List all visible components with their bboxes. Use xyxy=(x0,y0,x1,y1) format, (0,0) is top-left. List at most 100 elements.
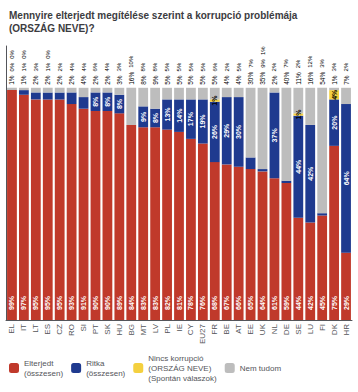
svg-text:CZ: CZ xyxy=(55,324,64,335)
svg-text:5%: 5% xyxy=(187,75,194,85)
svg-text:4%: 4% xyxy=(235,75,242,85)
svg-text:LT: LT xyxy=(31,324,40,333)
svg-text:66%: 66% xyxy=(235,295,242,310)
svg-text:1%: 1% xyxy=(211,95,218,106)
svg-text:16%: 16% xyxy=(307,72,314,85)
svg-text:DK: DK xyxy=(330,323,339,335)
svg-text:2%: 2% xyxy=(57,62,63,71)
svg-text:75%: 75% xyxy=(331,295,338,310)
svg-text:NL: NL xyxy=(270,323,279,334)
svg-text:5%: 5% xyxy=(199,75,206,85)
svg-text:7%: 7% xyxy=(248,58,254,67)
svg-text:2%: 2% xyxy=(56,75,63,85)
svg-text:2%: 2% xyxy=(44,75,51,85)
svg-text:64%: 64% xyxy=(259,295,266,310)
svg-text:6%: 6% xyxy=(212,62,218,71)
svg-text:42%: 42% xyxy=(307,295,314,310)
svg-text:4%: 4% xyxy=(80,75,87,85)
svg-text:(ORSZÁG NEVE): (ORSZÁG NEVE) xyxy=(148,364,211,373)
svg-text:1%: 1% xyxy=(20,75,27,85)
svg-text:10%: 10% xyxy=(128,55,134,68)
svg-text:0%: 0% xyxy=(9,49,15,58)
svg-text:FR: FR xyxy=(210,324,219,335)
svg-text:SE: SE xyxy=(294,324,303,335)
svg-text:29%: 29% xyxy=(343,295,350,310)
svg-text:5%: 5% xyxy=(236,62,242,71)
svg-text:MT: MT xyxy=(139,324,148,336)
svg-text:83%: 83% xyxy=(152,295,159,310)
svg-text:42%: 42% xyxy=(307,166,314,181)
svg-text:4%: 4% xyxy=(104,62,110,71)
svg-text:93%: 93% xyxy=(68,295,75,310)
svg-text:76%: 76% xyxy=(199,295,206,310)
svg-text:4%: 4% xyxy=(331,89,338,100)
svg-text:3%: 3% xyxy=(33,62,39,71)
svg-text:RO: RO xyxy=(67,324,76,336)
svg-text:3%: 3% xyxy=(319,58,325,67)
svg-text:Mennyire elterjedt megítélése: Mennyire elterjedt megítélése szerint a … xyxy=(9,10,300,21)
svg-text:EU27: EU27 xyxy=(198,323,207,344)
svg-text:Nem tudom: Nem tudom xyxy=(240,364,282,373)
svg-text:LU: LU xyxy=(306,324,315,334)
svg-text:8%: 8% xyxy=(116,98,123,109)
svg-text:78%: 78% xyxy=(187,295,194,310)
svg-text:30%: 30% xyxy=(247,72,254,85)
svg-text:1%: 1% xyxy=(8,75,15,85)
svg-text:16%: 16% xyxy=(128,72,135,85)
svg-text:5%: 5% xyxy=(200,62,206,71)
svg-text:2%: 2% xyxy=(343,62,349,71)
svg-text:82%: 82% xyxy=(164,295,171,310)
svg-text:35%: 35% xyxy=(259,72,266,85)
svg-text:(Spontán válaszok): (Spontán válaszok) xyxy=(148,374,217,383)
svg-text:26%: 26% xyxy=(211,124,218,139)
svg-text:2%: 2% xyxy=(295,59,301,68)
svg-text:5%: 5% xyxy=(164,75,171,85)
svg-text:3%: 3% xyxy=(331,62,337,71)
svg-text:64%: 64% xyxy=(343,171,350,186)
svg-text:1%: 1% xyxy=(331,75,338,85)
svg-text:20%: 20% xyxy=(331,115,338,130)
svg-text:54%: 54% xyxy=(319,72,326,85)
svg-text:1%: 1% xyxy=(45,62,51,71)
svg-text:95%: 95% xyxy=(32,295,39,310)
svg-text:PL: PL xyxy=(163,323,172,333)
svg-text:9%: 9% xyxy=(152,75,159,85)
svg-text:8%: 8% xyxy=(92,96,99,107)
svg-text:45%: 45% xyxy=(319,295,326,310)
svg-text:1%: 1% xyxy=(260,46,266,55)
svg-text:FI: FI xyxy=(318,324,327,331)
svg-text:EE: EE xyxy=(246,324,255,335)
svg-text:5%: 5% xyxy=(211,75,218,85)
svg-text:30%: 30% xyxy=(235,124,242,139)
svg-text:DE: DE xyxy=(282,324,291,335)
svg-text:12%: 12% xyxy=(307,55,313,68)
svg-text:UK: UK xyxy=(258,323,267,335)
svg-text:11%: 11% xyxy=(295,72,302,85)
svg-text:2%: 2% xyxy=(68,75,75,85)
svg-text:81%: 81% xyxy=(176,295,183,310)
svg-text:0%: 0% xyxy=(45,49,51,58)
svg-text:4%: 4% xyxy=(81,62,87,71)
svg-text:8%: 8% xyxy=(104,96,111,107)
svg-text:(összesen): (összesen) xyxy=(24,369,63,378)
svg-text:HU: HU xyxy=(115,324,124,336)
svg-text:BG: BG xyxy=(127,324,136,336)
svg-text:8%: 8% xyxy=(152,112,159,123)
svg-text:(ORSZÁG NEVE)?: (ORSZÁG NEVE)? xyxy=(9,22,95,34)
svg-text:PT: PT xyxy=(91,324,100,334)
svg-text:65%: 65% xyxy=(247,295,254,310)
svg-text:44%: 44% xyxy=(295,159,302,174)
svg-text:91%: 91% xyxy=(80,295,87,310)
svg-text:Elterjedt: Elterjedt xyxy=(24,359,54,368)
svg-text:90%: 90% xyxy=(104,295,111,310)
svg-text:ES: ES xyxy=(43,324,52,335)
svg-text:95%: 95% xyxy=(44,295,51,310)
svg-text:2%: 2% xyxy=(224,62,230,71)
svg-text:7%: 7% xyxy=(283,58,289,67)
svg-text:3%: 3% xyxy=(116,75,123,85)
svg-text:8%: 8% xyxy=(140,62,146,71)
svg-text:3%: 3% xyxy=(116,62,122,71)
svg-text:17%: 17% xyxy=(187,111,194,126)
svg-text:5%: 5% xyxy=(188,62,194,71)
svg-text:IE: IE xyxy=(175,324,184,332)
